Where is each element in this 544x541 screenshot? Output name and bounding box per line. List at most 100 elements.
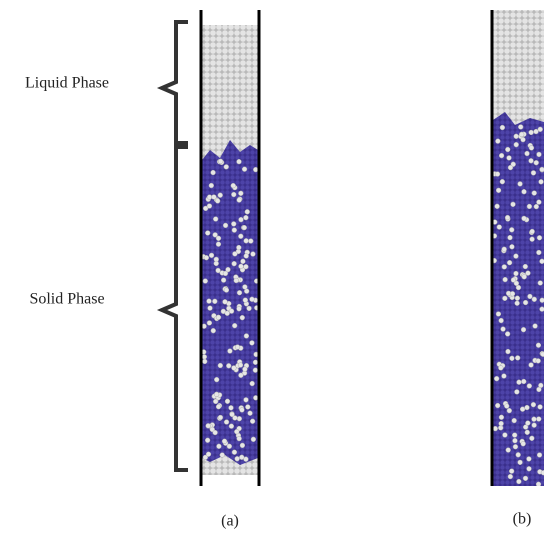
particle	[202, 359, 207, 364]
particle	[242, 285, 247, 290]
particle	[242, 167, 247, 172]
particle	[248, 411, 253, 416]
particle	[238, 191, 243, 196]
particle	[240, 408, 245, 413]
particle	[232, 251, 237, 256]
particle	[218, 193, 223, 198]
particle	[498, 365, 503, 370]
particle	[522, 189, 527, 194]
particle	[508, 235, 513, 240]
particle	[539, 179, 544, 184]
particle	[213, 399, 218, 404]
particle	[216, 404, 221, 409]
particle	[519, 132, 524, 137]
particle	[505, 215, 510, 220]
particle	[521, 441, 526, 446]
particle	[510, 356, 515, 361]
particle	[207, 195, 212, 200]
particle	[537, 387, 542, 392]
particle	[525, 430, 530, 435]
particle	[527, 204, 532, 209]
particle	[494, 376, 499, 381]
particle	[207, 321, 212, 326]
particle	[243, 264, 248, 269]
particle	[214, 392, 219, 397]
caption-b: (b)	[513, 511, 532, 528]
particle	[514, 389, 519, 394]
particle	[523, 264, 528, 269]
particle	[518, 181, 523, 186]
particle	[508, 165, 513, 170]
particle	[211, 170, 216, 175]
particle	[540, 259, 544, 264]
particle	[238, 363, 243, 368]
particle	[531, 402, 536, 407]
particle	[231, 221, 236, 226]
particle	[495, 204, 500, 209]
particle	[532, 297, 537, 302]
solid-bracket	[162, 147, 188, 470]
particle	[516, 479, 521, 484]
particle	[242, 367, 247, 372]
particle	[216, 242, 221, 247]
particle	[512, 433, 517, 438]
particle	[243, 298, 248, 303]
particle	[207, 299, 212, 304]
particle	[503, 277, 508, 282]
figure: Liquid Phase Solid Phase (a) (b)	[0, 0, 544, 536]
particle	[253, 167, 258, 172]
solid-label: Solid Phase	[29, 291, 104, 308]
particle	[537, 235, 542, 240]
particle	[540, 307, 544, 312]
particle	[505, 147, 510, 152]
particle	[223, 223, 228, 228]
particle	[530, 229, 535, 234]
particle	[499, 421, 504, 426]
particle	[241, 259, 246, 264]
particle	[226, 363, 231, 368]
particle	[540, 298, 544, 303]
particle	[495, 172, 500, 177]
particle	[525, 151, 530, 156]
particle	[250, 297, 255, 302]
particle	[232, 323, 237, 328]
particle	[224, 164, 229, 169]
particle	[510, 244, 515, 249]
particle	[514, 281, 519, 286]
particle	[217, 444, 222, 449]
particle	[510, 291, 515, 296]
particle	[532, 423, 537, 428]
particle	[220, 453, 225, 458]
particle	[205, 231, 210, 236]
particle	[523, 476, 528, 481]
particle	[250, 381, 255, 386]
particle	[522, 216, 527, 221]
particle	[534, 160, 539, 165]
particle	[237, 290, 242, 295]
particle	[513, 444, 518, 449]
particle	[232, 450, 237, 455]
particle	[235, 456, 240, 461]
particle	[247, 306, 252, 311]
particle	[237, 159, 242, 164]
particle	[527, 457, 532, 462]
particle	[503, 433, 508, 438]
particle	[250, 419, 255, 424]
particle	[525, 421, 530, 426]
particle	[536, 343, 541, 348]
liquid-label: Liquid Phase	[25, 75, 109, 92]
particle	[500, 125, 505, 130]
particle	[493, 426, 498, 431]
particle	[536, 250, 541, 255]
particle	[221, 278, 226, 283]
particle	[234, 429, 239, 434]
particle	[244, 334, 249, 339]
particle	[496, 312, 501, 317]
particle	[501, 327, 506, 332]
particle	[206, 452, 211, 457]
particle	[508, 474, 513, 479]
particle	[235, 345, 240, 350]
particle	[537, 453, 542, 458]
particle	[538, 127, 543, 132]
particle	[536, 200, 541, 205]
